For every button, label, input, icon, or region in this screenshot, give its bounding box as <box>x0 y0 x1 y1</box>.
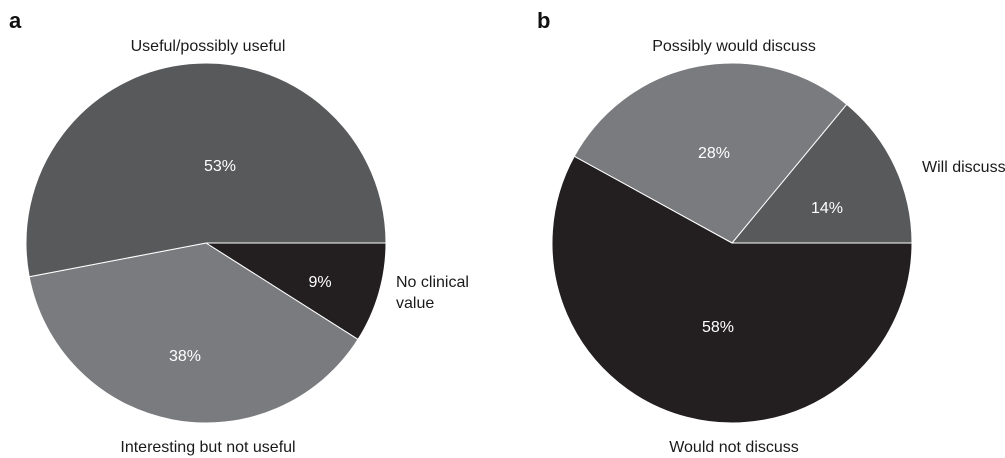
pie-b-slice-0 <box>730 103 913 244</box>
slice-value-label-b-will: 14% <box>811 200 843 217</box>
pie-a-slice-1 <box>28 242 359 424</box>
slice-value-label-a-no-value: 9% <box>308 274 331 291</box>
slice-name-label-a-useful: Useful/possibly useful <box>131 38 286 55</box>
slice-value-label-b-possibly: 28% <box>698 145 730 162</box>
pie-a-slice-2 <box>204 242 387 341</box>
slice-name-label-a-no-value: No clinical value <box>396 274 473 312</box>
slice-value-label-b-would-not: 58% <box>702 319 734 336</box>
slice-name-line-1: No clinical <box>396 274 469 291</box>
panel-label-a: a <box>9 8 22 33</box>
slice-name-line-2: value <box>396 295 434 312</box>
pie-chart-b: b 14% 28% 58% Will discuss Possibly woul… <box>537 8 1005 456</box>
slice-name-label-b-possibly: Possibly would discuss <box>652 38 816 55</box>
panel-label-b: b <box>537 8 550 33</box>
pie-a-slices <box>25 62 387 424</box>
slice-value-label-a-useful: 53% <box>204 158 236 175</box>
slice-name-label-a-interesting: Interesting but not useful <box>120 439 295 456</box>
slice-name-label-b-will: Will discuss <box>922 159 1005 176</box>
pie-b-slice-1 <box>573 62 848 244</box>
pie-b-slice-2 <box>551 155 913 424</box>
pie-a-slice-0 <box>25 62 387 278</box>
pie-chart-a: a 53% 38% 9% Useful/possibly useful Inte… <box>9 8 473 456</box>
slice-name-label-b-would-not: Would not discuss <box>669 439 799 456</box>
slice-value-label-a-interesting: 38% <box>169 348 201 365</box>
pie-b-slices <box>551 62 913 424</box>
